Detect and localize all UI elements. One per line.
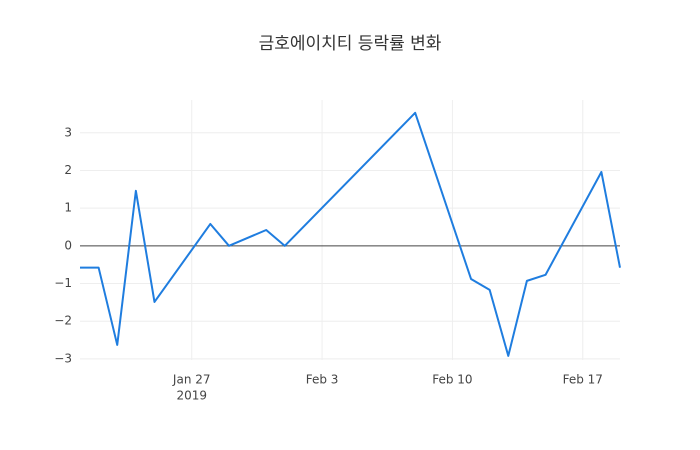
y-tick-label: 0: [64, 238, 72, 252]
y-tick-label: 3: [64, 125, 72, 139]
x-tick-label: Feb 10: [432, 373, 472, 387]
x-tick-label: Feb 3: [306, 373, 339, 387]
x-year-label: 2019: [176, 389, 207, 403]
y-tick-label: −3: [54, 351, 72, 365]
y-tick-label: −2: [54, 314, 72, 328]
x-tick-label: Feb 17: [563, 373, 603, 387]
x-tick-label: Jan 27: [172, 373, 211, 387]
y-tick-label: 1: [64, 201, 72, 215]
y-tick-label: 2: [64, 163, 72, 177]
y-tick-label: −1: [54, 276, 72, 290]
line: [80, 111, 621, 357]
chart-title: 금호에이치티 등락률 변화: [259, 34, 442, 54]
